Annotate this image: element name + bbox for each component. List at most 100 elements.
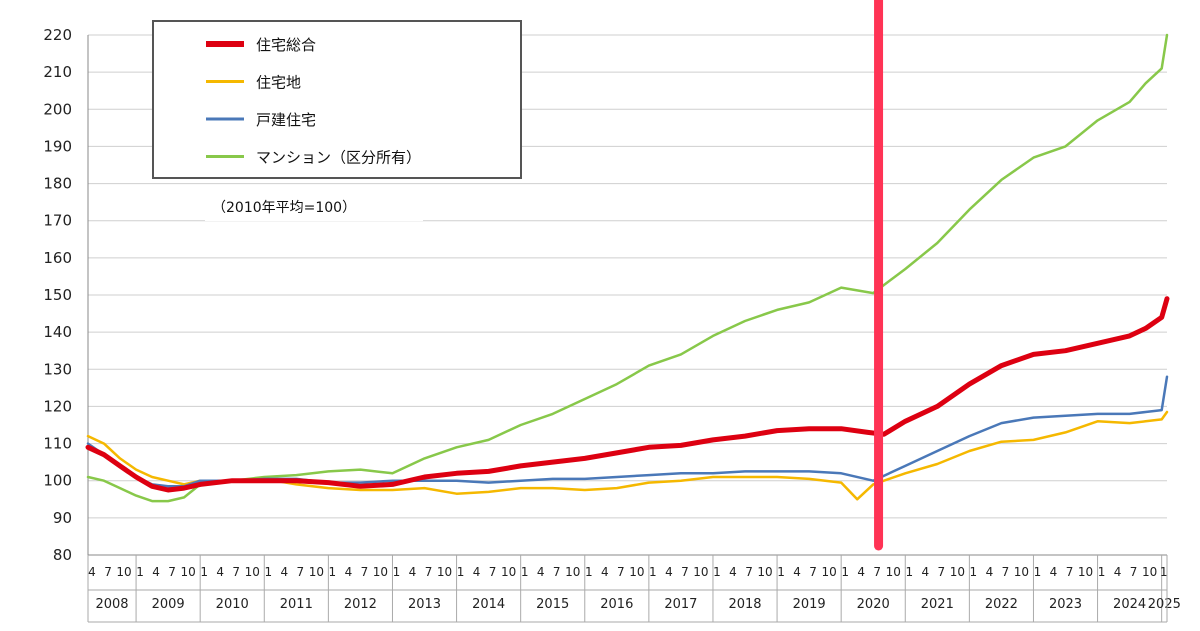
legend-box xyxy=(152,20,522,179)
x-month-label: 1 xyxy=(905,565,913,579)
y-tick-label: 190 xyxy=(43,137,72,155)
x-month-label: 7 xyxy=(553,565,561,579)
y-tick-label: 110 xyxy=(43,435,72,453)
x-month-label: 7 xyxy=(489,565,497,579)
x-month-label: 7 xyxy=(745,565,753,579)
y-tick-label: 180 xyxy=(43,175,72,193)
x-month-label: 4 xyxy=(986,565,994,579)
x-month-label: 10 xyxy=(757,565,772,579)
x-month-label: 4 xyxy=(601,565,609,579)
x-month-label: 7 xyxy=(1002,565,1010,579)
x-month-label: 1 xyxy=(970,565,978,579)
x-month-label: 4 xyxy=(857,565,865,579)
x-year-label: 2016 xyxy=(600,597,633,612)
x-month-label: 7 xyxy=(873,565,881,579)
x-year-label: 2010 xyxy=(216,597,249,612)
series-line-1 xyxy=(85,296,1170,493)
x-month-label: 7 xyxy=(361,565,369,579)
x-month-label: 10 xyxy=(629,565,644,579)
y-tick-label: 150 xyxy=(43,286,72,304)
x-month-label: 1 xyxy=(585,565,593,579)
x-month-label: 7 xyxy=(168,565,176,579)
x-year-label: 2008 xyxy=(95,597,128,612)
x-month-label: 7 xyxy=(937,565,945,579)
y-tick-label: 90 xyxy=(53,509,72,527)
series-line-4 xyxy=(86,33,1169,503)
y-tick-label: 140 xyxy=(43,323,72,341)
x-month-label: 4 xyxy=(665,565,673,579)
x-month-label: 1 xyxy=(777,565,785,579)
x-year-label: 2012 xyxy=(344,597,377,612)
x-month-label: 1 xyxy=(713,565,721,579)
x-year-label: 2021 xyxy=(921,597,954,612)
x-month-label: 10 xyxy=(309,565,324,579)
x-month-label: 10 xyxy=(821,565,836,579)
x-month-label: 1 xyxy=(649,565,657,579)
x-year-label: 2024 xyxy=(1113,597,1146,612)
x-year-label: 2013 xyxy=(408,597,441,612)
x-month-label: 1 xyxy=(457,565,465,579)
y-tick-label: 80 xyxy=(53,546,72,564)
x-year-label: 2019 xyxy=(793,597,826,612)
x-year-label: 2015 xyxy=(536,597,569,612)
x-month-label: 4 xyxy=(1114,565,1122,579)
y-tick-label: 210 xyxy=(43,63,72,81)
legend-label: 住宅地 xyxy=(256,74,301,92)
x-month-label: 7 xyxy=(104,565,112,579)
x-month-label: 4 xyxy=(1050,565,1058,579)
x-year-label: 2017 xyxy=(664,597,697,612)
x-month-label: 1 xyxy=(329,565,337,579)
y-tick-label: 120 xyxy=(43,397,72,415)
legend-label: 住宅総合 xyxy=(256,36,316,54)
x-month-label: 7 xyxy=(681,565,689,579)
x-month-label: 7 xyxy=(425,565,433,579)
x-month-label: 1 xyxy=(1160,565,1168,579)
base-note-text: （2010年平均=100） xyxy=(212,200,356,216)
x-year-label: 2022 xyxy=(985,597,1018,612)
x-year-label: 2014 xyxy=(472,597,505,612)
x-month-label: 10 xyxy=(1078,565,1093,579)
x-month-label: 10 xyxy=(437,565,452,579)
x-month-label: 10 xyxy=(1014,565,1029,579)
x-month-label: 7 xyxy=(1130,565,1138,579)
x-month-label: 1 xyxy=(393,565,401,579)
x-month-label: 4 xyxy=(921,565,929,579)
legend-label: 戸建住宅 xyxy=(256,111,316,129)
x-month-label: 4 xyxy=(729,565,737,579)
y-tick-label: 100 xyxy=(43,472,72,490)
x-month-label: 4 xyxy=(152,565,160,579)
x-month-label: 10 xyxy=(950,565,965,579)
x-month-label: 4 xyxy=(280,565,288,579)
x-month-label: 4 xyxy=(537,565,545,579)
x-year-label: 2025 xyxy=(1148,597,1181,612)
x-month-label: 10 xyxy=(245,565,260,579)
x-month-label: 10 xyxy=(693,565,708,579)
y-tick-label: 170 xyxy=(43,212,72,230)
legend-label: マンション（区分所有） xyxy=(256,149,421,167)
x-year-label: 2018 xyxy=(728,597,761,612)
x-month-label: 1 xyxy=(136,565,144,579)
x-month-label: 10 xyxy=(181,565,196,579)
x-month-label: 1 xyxy=(200,565,208,579)
x-month-label: 10 xyxy=(1142,565,1157,579)
note-background xyxy=(205,193,423,221)
x-month-label: 7 xyxy=(1066,565,1074,579)
x-month-label: 1 xyxy=(1034,565,1042,579)
x-month-label: 10 xyxy=(501,565,516,579)
x-month-label: 10 xyxy=(116,565,131,579)
x-month-label: 10 xyxy=(373,565,388,579)
series-line-3 xyxy=(86,375,1169,488)
x-month-label: 7 xyxy=(297,565,305,579)
x-month-label: 1 xyxy=(1098,565,1106,579)
y-tick-label: 130 xyxy=(43,360,72,378)
x-month-label: 1 xyxy=(521,565,529,579)
y-tick-label: 160 xyxy=(43,249,72,267)
x-month-label: 7 xyxy=(232,565,240,579)
x-month-label: 7 xyxy=(809,565,817,579)
y-tick-label: 200 xyxy=(43,100,72,118)
x-month-label: 1 xyxy=(264,565,272,579)
x-month-label: 4 xyxy=(345,565,353,579)
